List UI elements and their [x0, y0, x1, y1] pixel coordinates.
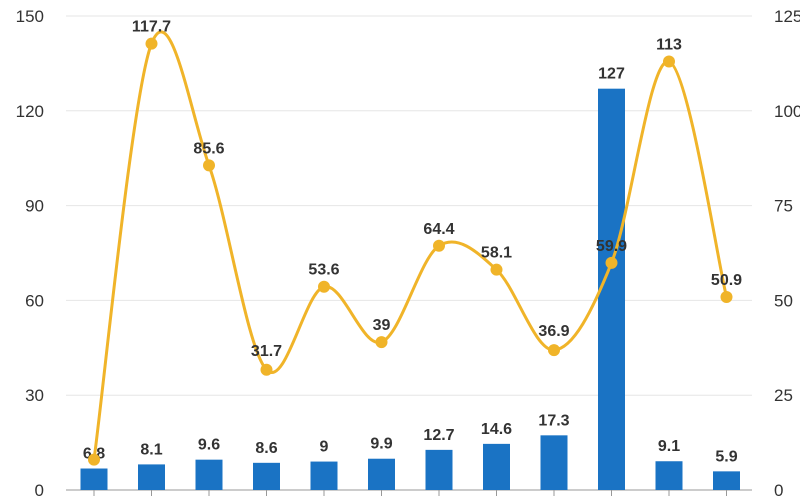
- line-data-label: 50.9: [711, 272, 742, 289]
- bar: [138, 464, 165, 490]
- y-right-tick-label: 25: [774, 386, 793, 405]
- y-left-tick-label: 30: [25, 386, 44, 405]
- line-point: [433, 239, 445, 252]
- bar: [195, 459, 223, 490]
- bar-data-label: 9.1: [658, 438, 680, 455]
- bar: [368, 458, 395, 490]
- bar-data-label: 127: [598, 66, 625, 83]
- y-right-tick-label: 75: [774, 197, 793, 216]
- y-left-tick-label: 60: [25, 291, 44, 310]
- bar: [713, 471, 740, 490]
- line-data-label: 36.9: [538, 323, 569, 340]
- bar-data-label: 8.1: [140, 441, 162, 458]
- line-data-label: 53.6: [308, 262, 339, 279]
- bar-data-label: 12.7: [423, 427, 454, 444]
- bar-data-label: 5.9: [715, 448, 737, 465]
- y-right-tick-label: 50: [774, 291, 793, 310]
- line-point: [663, 55, 675, 68]
- bar-data-label: 8.6: [255, 440, 277, 457]
- line-point: [318, 280, 330, 293]
- line-point: [88, 453, 100, 466]
- y-left-tick-label: 120: [16, 102, 44, 121]
- line-data-label: 85.6: [193, 140, 224, 157]
- y-right-tick-label: 100: [774, 102, 800, 121]
- bar-data-label: 9.6: [198, 437, 220, 454]
- bar-data-label: 9: [320, 439, 329, 456]
- bar: [655, 461, 683, 490]
- line-point: [548, 344, 560, 357]
- bar: [425, 449, 453, 490]
- bar-data-label: 17.3: [538, 412, 569, 429]
- line-point: [260, 363, 273, 376]
- line-point: [145, 37, 158, 50]
- bar: [598, 88, 625, 491]
- y-left-tick-label: 90: [25, 197, 44, 216]
- line-point: [375, 336, 388, 349]
- line-point: [605, 256, 618, 269]
- y-right-tick-label: 0: [774, 481, 783, 496]
- line-point: [203, 159, 215, 172]
- bar-data-label: 9.9: [370, 436, 392, 453]
- line-data-label: 59.9: [596, 238, 627, 255]
- line-data-label: 31.7: [251, 343, 282, 360]
- line-data-label: 58.1: [481, 245, 512, 262]
- bar: [253, 462, 280, 490]
- y-left-tick-label: 0: [35, 481, 44, 496]
- line-data-label: 117.7: [132, 19, 171, 36]
- bar: [483, 443, 510, 490]
- line-data-label: 39: [373, 317, 391, 334]
- bar-data-label: 14.6: [481, 421, 512, 438]
- y-left-tick-label: 150: [16, 7, 44, 26]
- bar: [540, 435, 568, 490]
- line-point: [490, 263, 503, 276]
- line-data-label: 64.4: [423, 221, 454, 238]
- y-right-tick-label: 125: [774, 7, 800, 26]
- line-data-label: 113: [656, 37, 682, 54]
- line-point: [720, 290, 733, 303]
- bar: [80, 468, 108, 490]
- bar: [310, 461, 338, 490]
